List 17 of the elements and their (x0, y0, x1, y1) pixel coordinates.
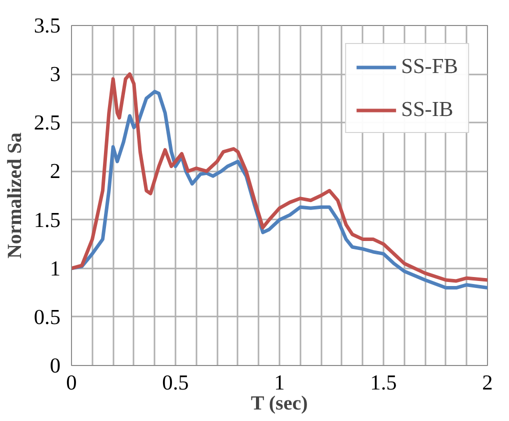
x-tick-label: 1.5 (370, 370, 397, 394)
y-tick-label: 1 (50, 256, 61, 280)
legend-label: SS-IB (401, 97, 454, 122)
y-tick-label: 1.5 (34, 208, 61, 232)
y-axis-title: Normalized Sa (4, 132, 26, 259)
legend-label: SS-FB (401, 54, 458, 79)
x-tick-label: 0.5 (162, 370, 189, 394)
x-tick-label: 0 (66, 370, 77, 394)
x-tick-label: 2 (482, 370, 493, 394)
x-tick-label: 1 (274, 370, 285, 394)
y-tick-label: 3.5 (34, 14, 61, 38)
y-tick-label: 0 (50, 354, 61, 378)
y-tick-label: 0.5 (34, 304, 61, 329)
y-tick-label: 2.5 (34, 110, 61, 135)
y-tick-label: 2 (50, 159, 61, 184)
y-tick-label: 3 (50, 62, 61, 86)
x-axis-title: T (sec) (250, 392, 308, 414)
